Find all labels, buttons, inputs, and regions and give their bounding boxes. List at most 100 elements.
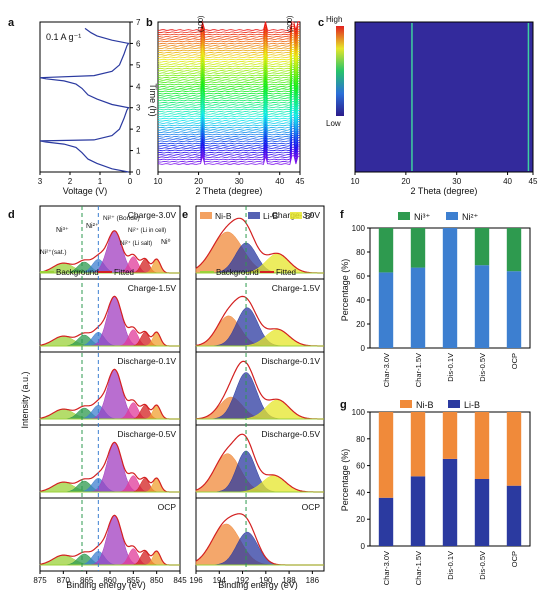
panel-f-ylabel: Percentage (%) bbox=[340, 259, 350, 322]
panel-a-xtick-label: 0 bbox=[128, 177, 133, 186]
f-ytick-label: 20 bbox=[356, 320, 365, 329]
panel-e-xtick-label: 190 bbox=[259, 576, 273, 585]
panel-b-pattern bbox=[157, 141, 301, 152]
panel-a-letter: a bbox=[8, 17, 15, 29]
panel-e-xtick-label: 192 bbox=[236, 576, 250, 585]
panel-c-xticks: 10 20 30 40 45 bbox=[351, 172, 538, 186]
panel-b-pattern bbox=[157, 77, 301, 88]
f-ytick-label: 60 bbox=[356, 272, 365, 281]
panel-a-ytick-label: 4 bbox=[136, 82, 141, 91]
panel-b-pattern bbox=[157, 38, 301, 50]
panel-d-xlabel: Binding energy (eV) bbox=[66, 580, 146, 590]
panel-g-legend-nib: Ni-B bbox=[416, 400, 434, 410]
panel-b-pattern bbox=[157, 152, 301, 163]
panel-d-fitted-line bbox=[39, 230, 180, 274]
panel-b: b (100) (200) 10 20 30 40 45 2 Theta (degree… bbox=[146, 16, 305, 196]
panel-d-fitted-line bbox=[39, 295, 180, 347]
panel-a-ytick-label: 6 bbox=[136, 39, 141, 48]
panel-a-xtick-label: 1 bbox=[98, 177, 103, 186]
panel-b-pattern bbox=[157, 82, 301, 93]
panel-e-fitted-line bbox=[195, 295, 324, 347]
panel-c-xtick-label: 40 bbox=[503, 177, 512, 186]
panel-d-xtick-label: 850 bbox=[150, 576, 164, 585]
panel-d-ann-licell: Ni²⁺ (Li in cell) bbox=[128, 227, 166, 234]
f-ytick-label: 0 bbox=[361, 344, 366, 353]
panel-b-pattern bbox=[157, 46, 301, 57]
f-bar-Ni²⁺ bbox=[506, 271, 522, 348]
panel-d-ann-ni3: Ni³⁺ bbox=[56, 227, 69, 234]
panel-c-heatmap bbox=[354, 21, 534, 173]
panel-e-spectrum-label: OCP bbox=[302, 502, 321, 512]
f-category-label: Char-1.5V bbox=[414, 353, 423, 387]
g-bar-Li-B bbox=[442, 458, 458, 546]
panel-a-gcd-line bbox=[39, 27, 130, 173]
panel-b-pattern bbox=[158, 113, 300, 125]
g-ytick-label: 80 bbox=[356, 435, 365, 444]
panel-e-legend-nib: Ni-B bbox=[215, 211, 232, 221]
panel-f-legend-ni3: Ni³⁺ bbox=[414, 212, 430, 222]
panel-b-letter: b bbox=[146, 17, 153, 29]
panel-b-pattern bbox=[157, 34, 301, 45]
panel-d-ann-ni-sat: Ni²⁺(sat.) bbox=[40, 249, 67, 256]
panel-f-yticks: 0 20 40 60 80 100 bbox=[352, 224, 370, 353]
panel-d-spectrum-label: Charge-3.0V bbox=[128, 210, 177, 220]
f-category-label: Dis-0.5V bbox=[478, 353, 487, 382]
g-ytick-label: 0 bbox=[361, 542, 366, 551]
panel-d-xtick-label: 870 bbox=[57, 576, 71, 585]
panel-d-xtick-label: 855 bbox=[127, 576, 141, 585]
panel-e-legend-b0: B⁰ bbox=[305, 211, 315, 221]
panel-b-pattern bbox=[157, 98, 301, 109]
panel-b-xtick-label: 30 bbox=[235, 177, 244, 186]
panel-a: a 0.1 A g⁻¹ 3 2 1 0 0 1 2 3 4 5 6 7 Voltage (V) Ti… bbox=[8, 17, 158, 196]
g-bar-Li-B bbox=[410, 476, 426, 546]
panel-e: e Charge-3.0VCharge-1.5VDischarge-0.1VDi… bbox=[182, 205, 325, 590]
panel-b-pattern bbox=[157, 127, 301, 139]
g-ytick-label: 40 bbox=[356, 488, 365, 497]
panel-e-legend-fitted: Fitted bbox=[276, 268, 296, 277]
panel-d-xticks: 875 870 865 860 855 850 845 bbox=[33, 571, 187, 585]
panel-b-pattern bbox=[157, 75, 301, 86]
f-category-label: OCP bbox=[510, 353, 519, 369]
panel-c-xtick-label: 10 bbox=[351, 177, 360, 186]
panel-c: c High Low 10 20 30 40 45 2 Theta (degree) bbox=[318, 15, 538, 196]
panel-b-pattern bbox=[157, 84, 301, 96]
panel-d-spectrum-label: Discharge-0.1V bbox=[117, 356, 176, 366]
panel-e-fitted-line bbox=[195, 217, 324, 274]
panel-c-cbar-low: Low bbox=[326, 119, 341, 128]
panel-b-pattern bbox=[157, 43, 301, 54]
panel-c-colorbar bbox=[336, 26, 344, 116]
panel-g-yticks: 0 20 40 60 80 100 bbox=[352, 408, 370, 551]
panel-b-pattern bbox=[157, 120, 300, 131]
panel-a-ytick-label: 5 bbox=[136, 61, 141, 70]
panel-a-yticks: 0 1 2 3 4 5 6 7 bbox=[130, 18, 141, 177]
panel-b-pattern bbox=[157, 123, 301, 134]
panel-b-pattern bbox=[157, 134, 301, 145]
panel-b-pattern bbox=[157, 148, 301, 159]
panel-b-pattern bbox=[157, 48, 301, 59]
panel-b-pattern bbox=[157, 102, 301, 113]
panel-c-xtick-label: 20 bbox=[401, 177, 410, 186]
panel-b-pattern bbox=[157, 143, 301, 154]
panel-g-letter: g bbox=[340, 399, 347, 411]
panel-d-xtick-label: 865 bbox=[80, 576, 94, 585]
panel-a-ytick-label: 2 bbox=[136, 125, 141, 134]
panel-a-ytick-label: 1 bbox=[136, 147, 141, 156]
panel-d-legend-fitted: Fitted bbox=[114, 268, 134, 277]
panel-c-xtick-label: 30 bbox=[452, 177, 461, 186]
panel-b-pattern bbox=[157, 62, 301, 73]
f-bar-Ni²⁺ bbox=[474, 265, 490, 348]
panel-e-fitted-line bbox=[195, 433, 324, 493]
g-category-label: Char-3.0V bbox=[382, 551, 391, 585]
panel-a-xlabel: Voltage (V) bbox=[63, 186, 108, 196]
panel-b-pattern bbox=[157, 154, 301, 165]
panel-b-pattern bbox=[157, 73, 301, 84]
panel-b-pattern bbox=[157, 100, 301, 111]
panel-a-curve bbox=[39, 27, 130, 173]
panel-b-frame bbox=[157, 21, 301, 173]
f-bar-Ni²⁺ bbox=[378, 272, 394, 348]
panel-e-legend-lib-swatch bbox=[248, 212, 260, 219]
panel-f-legend-ni2-swatch bbox=[446, 212, 458, 220]
panel-d-letter: d bbox=[8, 209, 15, 221]
panel-e-spectrum-label: Discharge-0.5V bbox=[261, 429, 320, 439]
panel-b-pattern bbox=[157, 132, 301, 143]
